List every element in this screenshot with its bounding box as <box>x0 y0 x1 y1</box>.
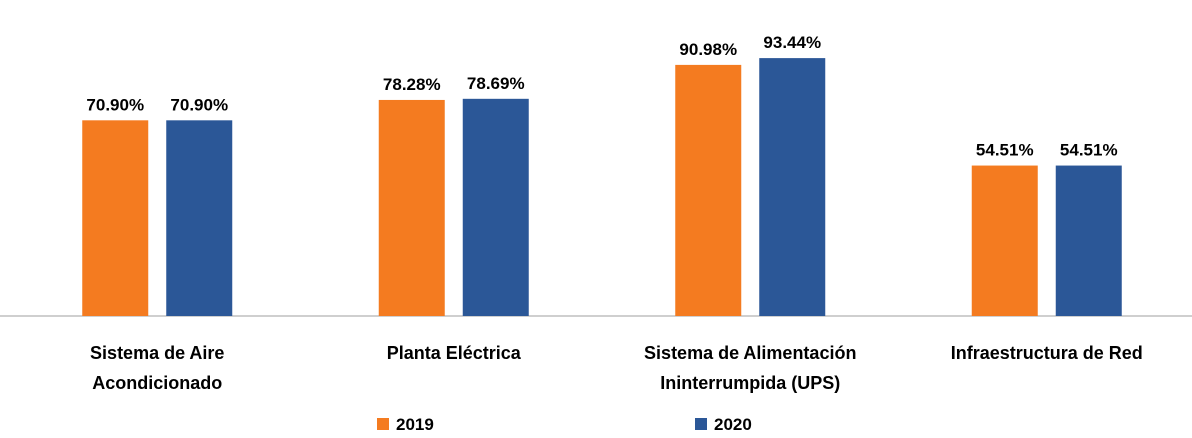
x-tick-label: Sistema de Alimentación Ininterrumpida (… <box>644 343 857 393</box>
bar <box>378 99 445 316</box>
x-tick-label: Planta Eléctrica <box>386 343 521 363</box>
data-label: 93.44% <box>763 33 821 52</box>
data-label: 78.69% <box>467 74 525 93</box>
bar <box>1055 165 1122 316</box>
data-label: 54.51% <box>976 141 1034 160</box>
x-tick-label: Sistema de Aire Acondicionado <box>90 343 225 393</box>
legend-label: 2020 <box>714 415 752 434</box>
data-label: 70.90% <box>170 95 228 114</box>
bar <box>82 120 149 316</box>
bar <box>462 98 529 316</box>
bar <box>166 120 233 316</box>
legend-swatch <box>377 418 389 430</box>
data-label: 70.90% <box>86 95 144 114</box>
legend-swatch <box>695 418 707 430</box>
x-tick-label: Infraestructura de Red <box>950 343 1143 363</box>
data-label: 54.51% <box>1060 141 1118 160</box>
data-label: 90.98% <box>679 40 737 59</box>
bar <box>971 165 1038 316</box>
data-label: 78.28% <box>383 75 441 94</box>
bar <box>759 58 826 317</box>
legend-label: 2019 <box>396 415 434 434</box>
bar <box>675 64 742 316</box>
